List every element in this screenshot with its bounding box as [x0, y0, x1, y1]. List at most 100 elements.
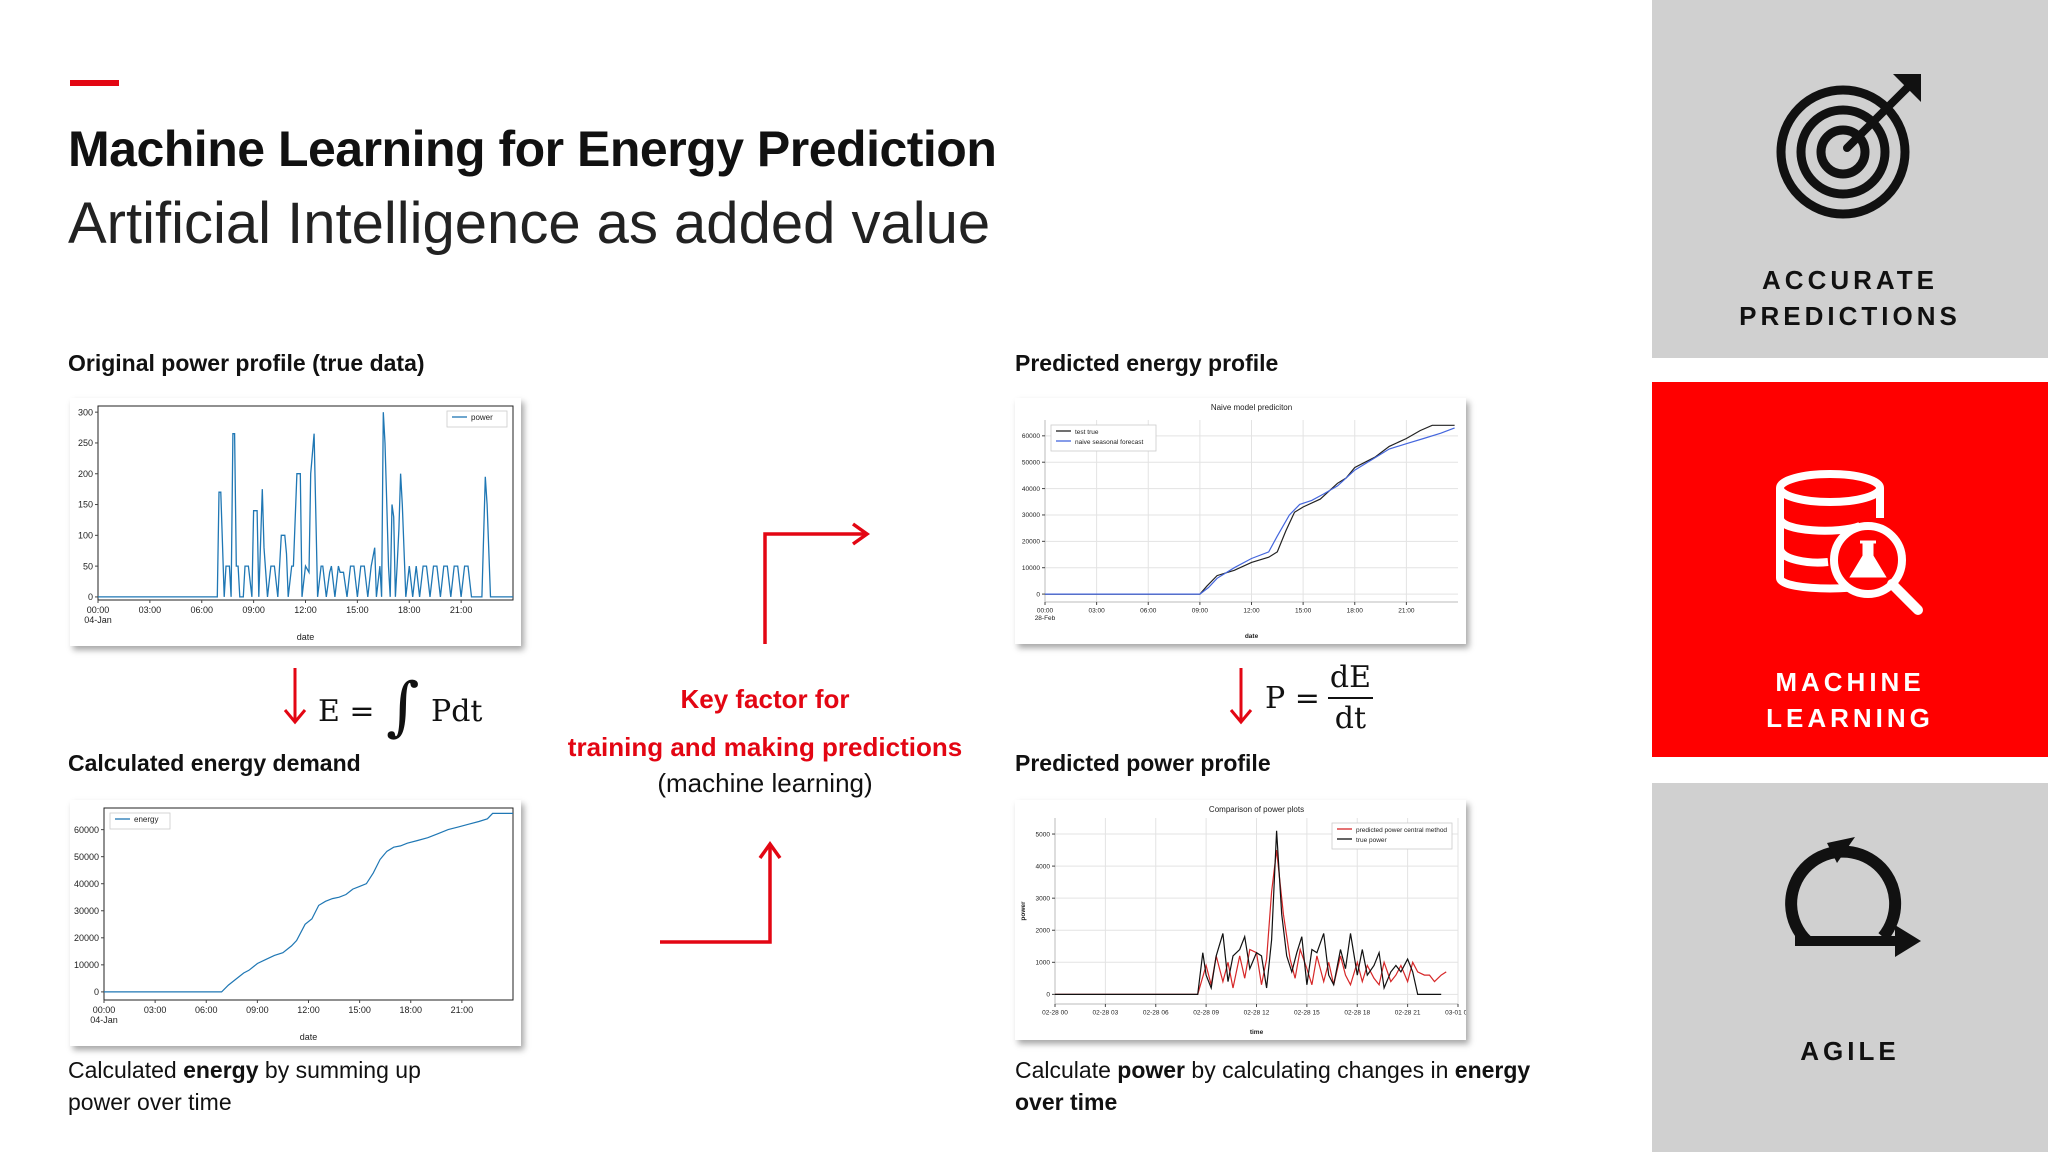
- y-tick-label: 300: [78, 407, 93, 417]
- agile-cycle-icon: [1785, 837, 1921, 957]
- original-power-label: Original power profile (true data): [68, 350, 425, 376]
- y-tick-label: 10000: [74, 960, 99, 970]
- panel-machine-learning: MACHINE LEARNING: [1652, 382, 2048, 757]
- key-factor-line1: Key factor for: [680, 684, 850, 714]
- right-caption: Calculate power by calculating changes i…: [1015, 1054, 1530, 1118]
- y-axis-label: power: [1020, 901, 1027, 921]
- series-line-power: [98, 412, 513, 598]
- x-tick-label: 21:00: [451, 1005, 474, 1015]
- energy-formula-lhs: E =: [318, 694, 375, 729]
- power-formula-den: dt: [1334, 701, 1367, 736]
- energy-formula: E = ∫ Pdt: [318, 670, 483, 750]
- x-tick-label: 06:00: [190, 605, 213, 615]
- y-tick-label: 5000: [1036, 831, 1051, 838]
- panel-agile: AGILE: [1652, 783, 2048, 1152]
- x-tick-label: 02-28 06: [1143, 1010, 1169, 1017]
- right-caption-line2: over time: [1015, 1089, 1118, 1115]
- naive-chart-card: Naive model prediciton 0 10000 20000 30000 40…: [1015, 398, 1466, 644]
- accurate-line2: PREDICTIONS: [1739, 301, 1961, 331]
- legend-label: true power: [1356, 837, 1388, 844]
- y-tick-label: 0: [1046, 992, 1050, 999]
- x-tick-label: 02-28 21: [1395, 1010, 1421, 1017]
- y-tick-label: 100: [78, 530, 93, 540]
- accurate-line1: ACCURATE: [1762, 265, 1938, 295]
- y-tick-label: 200: [78, 469, 93, 479]
- y-tick-label: 1000: [1036, 960, 1051, 967]
- x-tick-label: 03:00: [139, 605, 162, 615]
- right-caption-bold1: power: [1117, 1057, 1186, 1083]
- x-tick-label: 06:00: [195, 1005, 218, 1015]
- x-tick-label: 12:00: [297, 1005, 320, 1015]
- y-tick-label: 3000: [1036, 895, 1051, 902]
- chart-title: Comparison of power plots: [1209, 805, 1304, 814]
- arrow-up-right: [755, 520, 875, 650]
- energy-chart: 0 10000 20000 30000 40000 50000 60000 00:0004-J…: [74, 807, 514, 1042]
- x-tick-label: 18:00: [1347, 608, 1364, 615]
- y-tick-label: 2000: [1036, 928, 1051, 935]
- x-tick-label: 15:00: [348, 1005, 371, 1015]
- x-tick-label: 02-28 03: [1093, 1010, 1119, 1017]
- series-line-predicted-power-central-method: [1055, 850, 1447, 995]
- y-tick-label: 40000: [1022, 486, 1040, 493]
- left-caption-bold: energy: [183, 1057, 259, 1083]
- x-tick-label: 09:00: [246, 1005, 269, 1015]
- y-tick-label: 10000: [1022, 565, 1040, 572]
- series-line-true-power: [1055, 830, 1442, 995]
- right-caption-bold2: energy: [1454, 1057, 1531, 1083]
- x-axis-label: date: [1245, 633, 1259, 640]
- left-caption: Calculated energy by summing up power ov…: [68, 1054, 421, 1118]
- y-tick-label: 30000: [74, 906, 99, 916]
- y-tick-label: 60000: [74, 825, 99, 835]
- x-tick-label: 21:00: [1398, 608, 1415, 615]
- x-tick-label: 02-28 18: [1344, 1010, 1370, 1017]
- x-tick-label: 03:00: [1088, 608, 1105, 615]
- series-line-naive-seasonal-forecast: [1045, 427, 1455, 595]
- power-formula-lhs: P =: [1265, 680, 1320, 716]
- agile-label: AGILE: [1800, 1036, 1900, 1066]
- x-tick-label: 18:00: [399, 1005, 422, 1015]
- page-subtitle: Artificial Intelligence as added value: [68, 191, 991, 256]
- down-arrow-left: [280, 666, 310, 726]
- x-tick-label: 02-28 12: [1244, 1010, 1270, 1017]
- arrow-right-up: [656, 838, 786, 948]
- legend-label: predicted power central method: [1356, 827, 1447, 834]
- x-tick-label: 15:00: [346, 605, 369, 615]
- legend-label: energy: [134, 815, 158, 824]
- right-caption-prefix: Calculate: [1015, 1057, 1118, 1083]
- x-axis-label: date: [300, 1032, 318, 1042]
- legend-box: [109, 812, 171, 830]
- series-line-test-true: [1045, 424, 1455, 595]
- left-caption-line2: power over time: [68, 1089, 232, 1115]
- down-arrow-right: [1226, 666, 1256, 726]
- y-tick-label: 50000: [74, 852, 99, 862]
- accent-bar: [70, 80, 119, 86]
- chart-title: Naive model prediciton: [1211, 403, 1292, 412]
- x-tick-label: 28-Feb: [1035, 615, 1056, 622]
- predicted-power-label: Predicted power profile: [1015, 750, 1271, 776]
- naive-chart: Naive model prediciton 0 10000 20000 30000 40…: [1022, 403, 1458, 640]
- y-tick-label: 0: [88, 592, 93, 602]
- legend-label: power: [471, 413, 493, 422]
- panel-accurate-predictions: ACCURATE PREDICTIONS: [1652, 0, 2048, 358]
- y-tick-label: 150: [78, 500, 93, 510]
- plot-frame: [103, 807, 514, 1001]
- energy-formula-rhs: Pdt: [431, 694, 483, 729]
- calculated-energy-label: Calculated energy demand: [68, 750, 361, 776]
- x-tick-label: 15:00: [1295, 608, 1312, 615]
- y-tick-label: 0: [1036, 591, 1040, 598]
- legend-label: naive seasonal forecast: [1075, 439, 1143, 446]
- y-tick-label: 20000: [1022, 539, 1040, 546]
- key-factor-line2: training and making predictions: [567, 732, 963, 762]
- x-tick-label: 03:00: [144, 1005, 167, 1015]
- key-factor-line3: (machine learning): [657, 768, 873, 798]
- x-tick-label: 18:00: [398, 605, 421, 615]
- left-caption-suffix: by summing up: [258, 1057, 421, 1083]
- x-tick-label: 00:00: [93, 1005, 116, 1015]
- right-caption-mid: by calculating changes in: [1185, 1057, 1455, 1083]
- legend-label: test true: [1075, 429, 1099, 436]
- x-tick-label: 02-28 00: [1042, 1010, 1068, 1017]
- predicted-energy-label: Predicted energy profile: [1015, 350, 1279, 376]
- x-tick-label: 06:00: [1140, 608, 1157, 615]
- x-tick-label: 02-28 15: [1294, 1010, 1320, 1017]
